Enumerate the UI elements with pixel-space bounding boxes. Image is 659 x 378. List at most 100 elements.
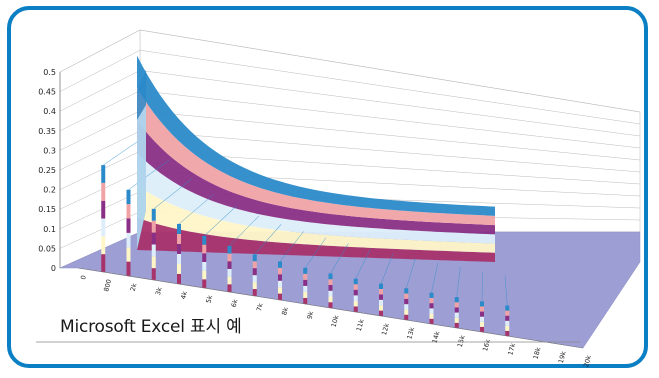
data-spike-segment — [454, 297, 459, 303]
data-spike-segment — [227, 268, 232, 277]
data-spike-segment — [126, 189, 131, 205]
data-spike-segment — [278, 261, 282, 268]
gridline-side — [59, 49, 141, 92]
x-tick-label: 11k — [355, 318, 366, 332]
data-spike-segment — [429, 297, 434, 304]
data-spike-segment — [429, 303, 434, 309]
gridline-back — [139, 70, 641, 137]
data-spike-segment — [101, 254, 106, 272]
gridline-back — [139, 130, 641, 173]
data-spike-segment — [202, 244, 207, 254]
data-spike-segment — [278, 293, 282, 300]
area-band — [137, 217, 495, 262]
x-tick-label: 17k — [506, 342, 517, 356]
data-spike-segment — [227, 261, 232, 269]
data-spike-segment — [505, 305, 510, 311]
data-spike-segment — [353, 278, 358, 285]
data-spike-segment — [126, 218, 131, 233]
gridline-back — [139, 49, 641, 125]
x-tick-label: 2k — [129, 282, 139, 292]
y-tick-label: 0.1 — [43, 225, 56, 234]
data-spike-segment — [202, 279, 207, 288]
data-spike-segment — [480, 306, 484, 312]
gridline-back — [139, 29, 641, 113]
x-tick-label: 16k — [481, 338, 492, 352]
data-spike-segment — [101, 165, 106, 183]
data-spike-segment — [101, 200, 106, 219]
data-spike-segment — [278, 287, 282, 294]
y-tick-label: 0.35 — [38, 127, 56, 136]
data-spike-segment — [303, 285, 308, 292]
x-tick-label: 5k — [204, 294, 214, 304]
y-tick-label: 0.4 — [43, 107, 56, 116]
data-spike-segment — [252, 289, 257, 296]
data-spike-segment — [480, 321, 484, 327]
data-spike-segment — [303, 291, 308, 298]
x-tick-label: 13k — [405, 326, 416, 340]
gridline-side — [59, 150, 141, 190]
data-spike-segment — [480, 326, 484, 332]
data-spike-segment — [278, 280, 282, 288]
data-spike-segment — [429, 313, 434, 319]
x-tick-label: 18k — [532, 346, 543, 360]
data-spike-segment — [252, 268, 257, 276]
gridline-back — [139, 110, 641, 161]
data-spike-segment — [379, 294, 383, 300]
y-tick-label: 0.3 — [43, 146, 56, 155]
data-spike-segment — [126, 261, 131, 276]
data-spike-segment — [404, 304, 409, 310]
y-tick-label: 0.25 — [38, 166, 56, 175]
data-spike-segment — [429, 292, 434, 298]
data-spike-segment — [252, 261, 257, 269]
gridline-side — [59, 29, 141, 73]
x-tick-label: 9k — [305, 310, 315, 320]
data-spike-line — [305, 237, 327, 268]
data-spike-segment — [505, 330, 510, 336]
data-spike-segment — [252, 275, 257, 283]
data-spike-segment — [101, 236, 106, 255]
data-spike-segment — [202, 236, 207, 245]
data-spike-segment — [454, 312, 459, 318]
data-spike-segment — [353, 284, 358, 290]
y-tick-label: 0.05 — [38, 244, 56, 253]
y-tick-label: 0.2 — [43, 186, 56, 195]
data-spike-segment — [328, 296, 333, 303]
x-tick-label: 19k — [557, 350, 568, 364]
data-spike-line — [380, 253, 394, 284]
data-spike-segment — [480, 301, 484, 307]
data-spike-segment — [126, 204, 131, 219]
data-spike-line — [229, 215, 260, 247]
data-spike-line — [431, 262, 439, 293]
data-spike-segment — [177, 253, 181, 264]
data-spike-line — [204, 205, 237, 237]
data-spike-line — [456, 267, 461, 298]
data-spike-segment — [454, 322, 459, 328]
gridline-side — [59, 130, 141, 171]
x-tick-label: 8k — [280, 306, 290, 316]
data-spike-line — [504, 275, 508, 306]
data-spike-segment — [454, 302, 459, 308]
data-spike-line — [279, 231, 304, 262]
data-spike-segment — [379, 283, 383, 289]
gridline-side — [59, 90, 141, 132]
x-tick-label: 4k — [179, 290, 189, 300]
data-spike-line — [481, 271, 483, 302]
data-spike-segment — [177, 263, 181, 274]
x-tick-label: 6k — [230, 298, 240, 308]
gridline-side — [59, 70, 141, 112]
data-spike-segment — [505, 320, 510, 326]
peak-spike-inner — [137, 105, 146, 250]
data-spike-segment — [278, 267, 282, 275]
data-spike-segment — [101, 182, 106, 201]
data-spike-segment — [454, 307, 459, 313]
data-spike-segment — [202, 270, 207, 280]
data-spike-segment — [429, 318, 434, 324]
x-axis — [77, 267, 584, 349]
data-spike-segment — [151, 244, 156, 257]
data-spike-segment — [177, 273, 181, 284]
data-spike-segment — [202, 262, 207, 271]
data-spike-line — [128, 159, 170, 190]
data-spike-segment — [328, 279, 333, 285]
area-band — [137, 185, 495, 253]
